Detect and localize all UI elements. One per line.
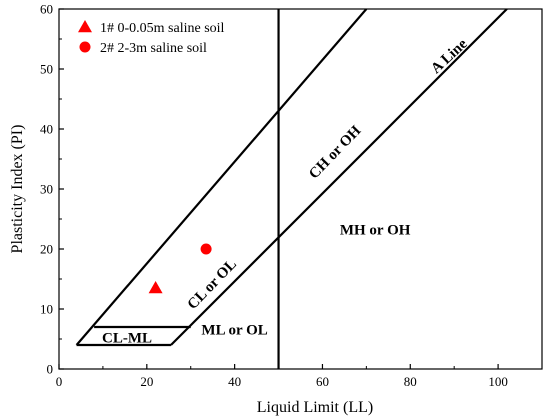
legend-label-series-2: 2# 2-3m saline soil (100, 41, 207, 56)
y-tick-label: 10 (40, 302, 53, 317)
reference-line-a-line (170, 9, 508, 346)
y-tick-label: 40 (40, 122, 53, 137)
region-label-cl-ml: CL-ML (102, 330, 152, 346)
region-label-ch-or-oh: CH or OH (306, 123, 364, 183)
x-tick-label: 100 (488, 374, 508, 389)
x-tick-label: 0 (56, 374, 63, 389)
reference-lines (75, 9, 508, 369)
legend-marker-series-1 (78, 20, 92, 33)
plot-frame (58, 8, 543, 370)
x-axis-label: Liquid Limit (LL) (257, 399, 373, 416)
axes: 0 20 40 60 80 100 0 10 20 30 40 50 60 (40, 2, 543, 389)
x-tick-label: 40 (228, 374, 241, 389)
data-points (148, 243, 212, 294)
legend: 1# 0-0.05m saline soil 2# 2-3m saline soi… (78, 20, 225, 56)
legend-label-series-1: 1# 0-0.05m saline soil (100, 21, 225, 36)
data-point-series-1 (148, 281, 163, 294)
x-tick-label: 60 (316, 374, 329, 389)
region-label-ml-or-ol: ML or OL (201, 323, 267, 339)
legend-marker-series-2 (79, 41, 91, 53)
y-tick-label: 30 (40, 182, 53, 197)
y-axis-label: Plasticity Index (PI) (9, 125, 26, 254)
y-tick-label: 0 (47, 362, 54, 377)
region-label-mh-or-oh: MH or OH (340, 222, 411, 238)
reference-line-u-line (75, 9, 368, 346)
y-tick-label: 50 (40, 62, 53, 77)
data-point-series-2 (200, 243, 212, 255)
x-tick-label: 80 (404, 374, 417, 389)
y-tick-label: 60 (40, 2, 53, 17)
region-label-a-line: A Line (428, 36, 471, 77)
x-tick-label: 20 (140, 374, 153, 389)
y-tick-label: 20 (40, 242, 53, 257)
